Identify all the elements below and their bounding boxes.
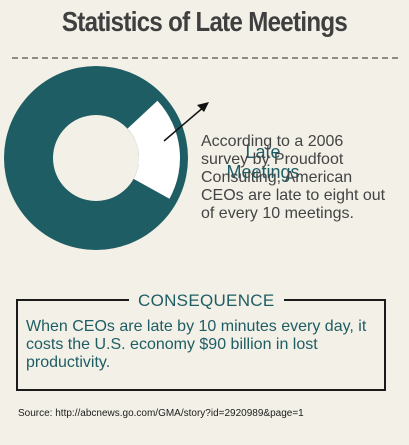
other-meetings-slice	[127, 100, 180, 199]
percentage-label: 80%	[138, 152, 168, 169]
donut-chart-svg: 80%	[4, 66, 209, 250]
donut-center-hole	[53, 115, 139, 201]
source-citation: Source: http://abcnews.go.com/GMA/story?…	[18, 408, 304, 419]
page-title: Statistics of Late Meetings	[61, 6, 348, 37]
late-meetings-description: According to a 2006 survey by Proudfoot …	[201, 133, 386, 222]
late-meetings-chart: 80% Late Meetings	[0, 60, 409, 260]
late-meetings-slice	[12, 73, 170, 242]
late-meetings-label: Late Meetings	[226, 142, 300, 182]
consequence-heading: CONSEQUENCE	[129, 290, 284, 312]
dashed-divider	[12, 57, 398, 59]
consequence-text: When CEOs are late by 10 minutes every d…	[26, 318, 367, 371]
consequence-box: CONSEQUENCE When CEOs are late by 10 min…	[16, 290, 386, 391]
annotation-arrow-head	[197, 102, 209, 112]
annotation-arrow-line	[163, 105, 206, 142]
